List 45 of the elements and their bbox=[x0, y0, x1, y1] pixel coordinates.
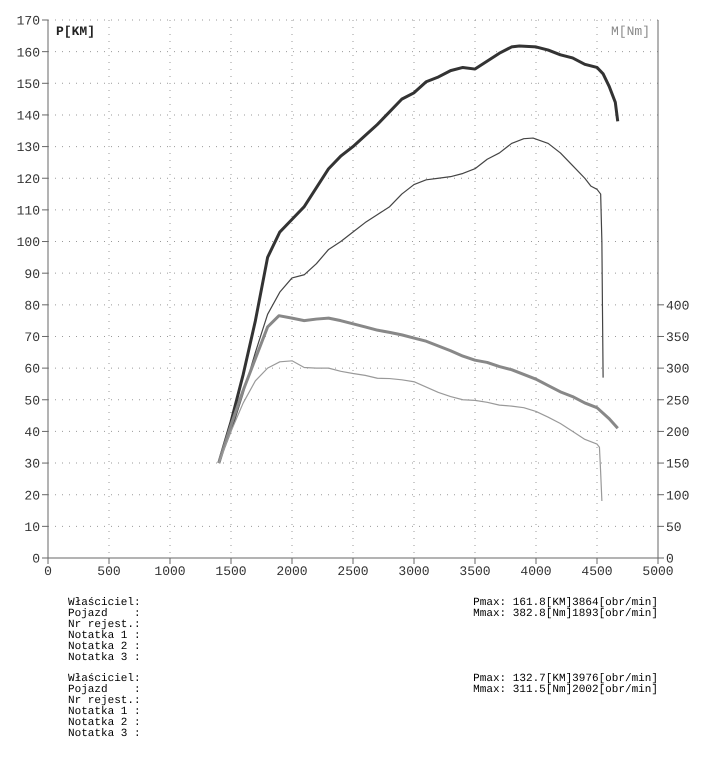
y-tick-label: 90 bbox=[24, 266, 40, 282]
y2-axis-title: M[Nm] bbox=[610, 24, 650, 39]
y-tick-label: 80 bbox=[24, 298, 40, 314]
y-tick-label: 50 bbox=[24, 393, 40, 408]
y-tick-label: 170 bbox=[16, 14, 40, 29]
y2-tick-label: 350 bbox=[666, 330, 690, 346]
y-tick-label: 0 bbox=[32, 552, 40, 567]
y2-tick-label: 400 bbox=[666, 298, 690, 314]
x-tick-label: 2500 bbox=[337, 564, 369, 580]
x-tick-label: 5000 bbox=[642, 564, 674, 580]
y2-tick-label: 200 bbox=[666, 425, 690, 440]
x-tick-label: 0 bbox=[44, 564, 52, 580]
y-tick-label: 70 bbox=[24, 330, 40, 346]
text: Pmax: 161.8[KM]3864[obr/min] Mmax: 382.8[Nm]1893[obr/min] bbox=[473, 597, 658, 622]
y-tick-label: 10 bbox=[24, 520, 40, 535]
y2-tick-label: 0 bbox=[666, 552, 674, 567]
y-tick-label: 130 bbox=[16, 140, 40, 156]
y-tick-label: 100 bbox=[16, 235, 40, 250]
y-tick-label: 160 bbox=[16, 45, 40, 60]
y2-tick-label: 150 bbox=[666, 456, 690, 472]
y2-tick-label: 50 bbox=[666, 520, 682, 535]
y-tick-label: 150 bbox=[16, 76, 40, 92]
x-tick-label: 500 bbox=[97, 564, 121, 580]
y-tick-label: 110 bbox=[16, 203, 40, 218]
y-tick-label: 120 bbox=[16, 172, 40, 187]
x-tick-label: 4500 bbox=[581, 564, 613, 580]
y-axis-title: P[KM] bbox=[56, 24, 96, 39]
y-tick-label: 30 bbox=[24, 456, 40, 472]
y2-tick-label: 250 bbox=[666, 393, 690, 408]
y-tick-label: 140 bbox=[16, 108, 40, 124]
x-tick-label: 4000 bbox=[520, 564, 552, 580]
y2-tick-label: 300 bbox=[666, 362, 690, 377]
x-tick-label: 1500 bbox=[215, 564, 247, 580]
y-tick-label: 20 bbox=[24, 488, 40, 504]
x-tick-label: 1000 bbox=[154, 564, 186, 580]
text: Właściciel: Pojazd : Nr rejest.: Notatka 1 : Notatka 2 : Notatka 3 : bbox=[68, 597, 141, 664]
x-tick-label: 3000 bbox=[398, 564, 430, 580]
x-tick-label: 3500 bbox=[459, 564, 491, 580]
text: Właściciel: Pojazd : Nr rejest.: Notatka 1 : Notatka 2 : Notatka 3 : bbox=[68, 673, 141, 740]
y-tick-label: 60 bbox=[24, 362, 40, 377]
y-tick-label: 40 bbox=[24, 425, 40, 440]
x-tick-label: 2000 bbox=[276, 564, 308, 580]
text: Pmax: 132.7[KM]3976[obr/min] Mmax: 311.5[Nm]2002[obr/min] bbox=[473, 673, 658, 698]
line-series bbox=[217, 314, 620, 465]
y2-tick-label: 100 bbox=[666, 488, 690, 504]
